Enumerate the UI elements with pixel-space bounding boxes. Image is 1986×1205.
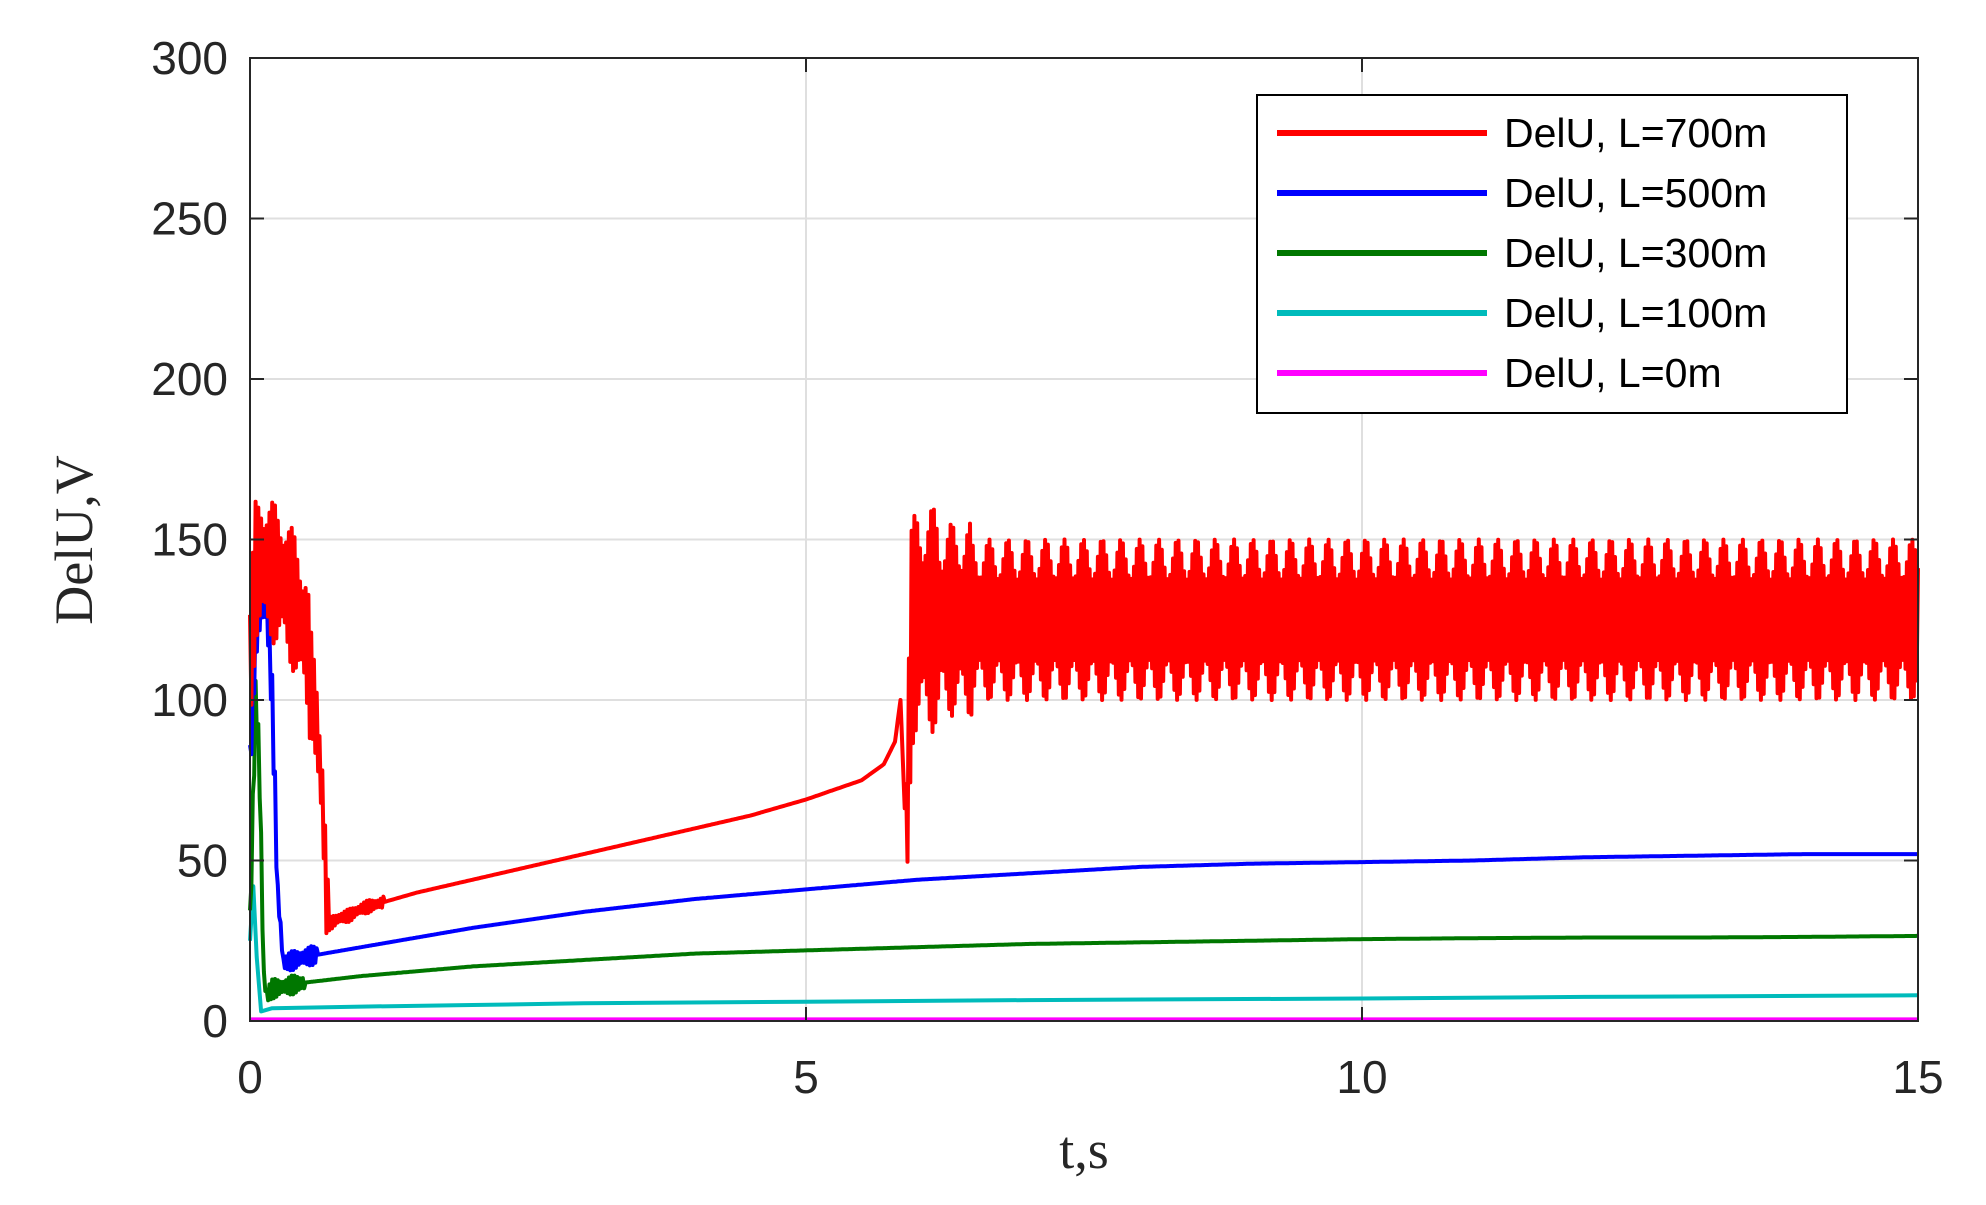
series-line — [248, 678, 1919, 1003]
y-tick-label: 300 — [151, 32, 228, 84]
x-axis-title: t,s — [1059, 1120, 1109, 1180]
series-line — [248, 884, 1919, 1014]
legend-label: DelU, L=300m — [1504, 230, 1767, 276]
series-line — [248, 585, 1919, 973]
legend-label: DelU, L=700m — [1504, 110, 1767, 156]
legend-label: DelU, L=500m — [1504, 170, 1767, 216]
y-tick-label: 150 — [151, 514, 228, 566]
plot-lines — [248, 499, 1920, 1022]
series-line — [248, 499, 1920, 936]
legend-label: DelU, L=100m — [1504, 290, 1767, 336]
legend-label: DelU, L=0m — [1504, 350, 1722, 396]
y-tick-label: 100 — [151, 674, 228, 726]
x-tick-label: 5 — [793, 1051, 819, 1103]
legend: DelU, L=700m DelU, L=500m DelU, L=300m DelU… — [1256, 94, 1848, 414]
y-axis-title: DelU,V — [44, 455, 104, 624]
y-tick-label: 0 — [202, 995, 228, 1047]
x-tick-label: 10 — [1336, 1051, 1387, 1103]
y-tick-label: 50 — [177, 835, 228, 887]
y-tick-label: 200 — [151, 353, 228, 405]
y-tick-label: 250 — [151, 193, 228, 245]
x-tick-label: 15 — [1892, 1051, 1943, 1103]
x-tick-label: 0 — [237, 1051, 263, 1103]
